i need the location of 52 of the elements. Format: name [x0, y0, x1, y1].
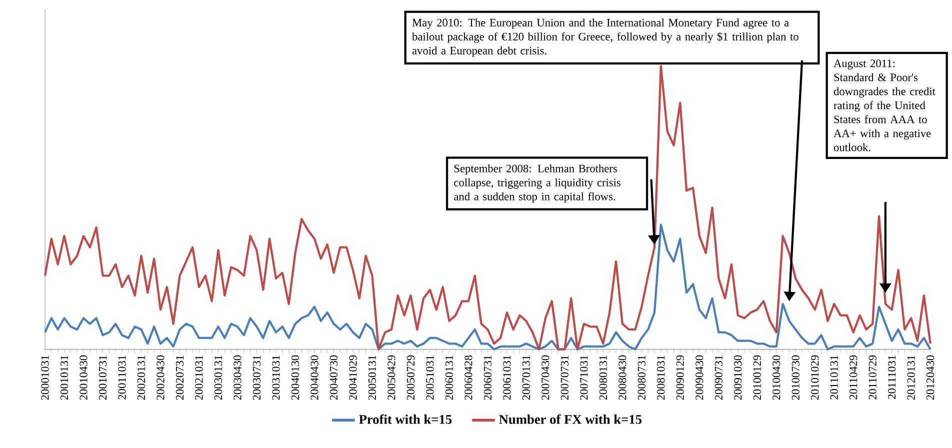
x-tick-label: 20110131	[830, 356, 838, 400]
x-tick-label: 20101029	[811, 355, 819, 400]
x-tick-label: 20100430	[772, 355, 780, 400]
x-tick-label: 20010731	[98, 356, 107, 400]
x-tick-label: 20040730	[330, 355, 338, 400]
x-tick-label: 20110729	[868, 355, 876, 400]
x-tick-label: 20090731	[714, 356, 722, 400]
x-tick-label: 20060731	[484, 356, 492, 400]
x-tick-label: 20110429	[850, 355, 858, 400]
x-tick-label: 20030430	[234, 355, 242, 400]
x-tick-label: 20100129	[753, 355, 761, 400]
x-tick-label: 20050429	[388, 355, 396, 400]
x-tick-label: 20070131	[522, 356, 530, 400]
x-tick-label: 20061031	[503, 356, 511, 400]
x-tick-label: 20090129	[676, 355, 684, 400]
x-tick-label: 20040430	[310, 355, 318, 400]
x-tick-label: 20011031	[118, 356, 126, 400]
x-tick-label: 20030731	[252, 356, 261, 400]
x-tick-label: 20080430	[618, 355, 626, 400]
x-tick-label: 20020131	[137, 356, 146, 400]
x-tick-label: 20120131	[907, 356, 915, 400]
x-tick-label: 20041029	[349, 355, 357, 400]
x-tick-label: 20060428	[464, 355, 472, 400]
x-tick-label: 20020430	[156, 355, 164, 400]
x-tick-label: 20080731	[638, 356, 646, 400]
x-tick-label: 20030131	[214, 356, 222, 400]
annotation: August 2011: Standard & Poor's downgrades the credit rating of the United States from AAA to AA+ with a negative outlook.	[834, 60, 936, 152]
x-tick-label: 20010430	[80, 355, 88, 400]
x-tick-label: 20020731	[176, 356, 184, 400]
x-tick-label: 20100730	[792, 355, 800, 400]
x-tick-label: 20031031	[272, 356, 280, 400]
x-tick-label: 20051031	[426, 356, 434, 400]
x-tick-label: 20081031	[657, 356, 665, 400]
x-tick-label: 20060131	[445, 356, 453, 400]
x-tick-label: 20090430	[696, 355, 704, 400]
x-tick-label: 20071031	[580, 356, 588, 400]
x-tick-label: 20070430	[542, 355, 550, 400]
x-tick-label: 20050131	[368, 356, 376, 400]
x-tick-label: 20111031	[888, 356, 896, 399]
x-tick-label: 20091030	[734, 355, 742, 400]
x-tick-label: 20080131	[599, 356, 607, 400]
x-tick-label: 20120430	[926, 355, 934, 400]
legend-label: Profit with k=15	[359, 414, 452, 424]
x-tick-label: 20070731	[560, 356, 568, 400]
x-tick-label: 20050729	[406, 355, 415, 400]
x-tick-label: 20021031	[195, 356, 203, 400]
x-tick-label: 20040130	[291, 355, 300, 400]
legend-label: Number of FX with k=15	[499, 414, 642, 424]
x-tick-label: 20001031	[41, 356, 49, 400]
text: May 2010: The European Union and the International Monetary Fund agree to a bailout package of €120 billion for Greece, followed by a nearly $1 trillion plan to avoid a European debt crisis.	[412, 18, 798, 57]
x-tick-label: 20010131	[60, 356, 68, 400]
annotation: September 2008: Lehman Brothers collapse, triggering a liquidity crisis and a sudden stop in capital flows.	[454, 164, 620, 203]
